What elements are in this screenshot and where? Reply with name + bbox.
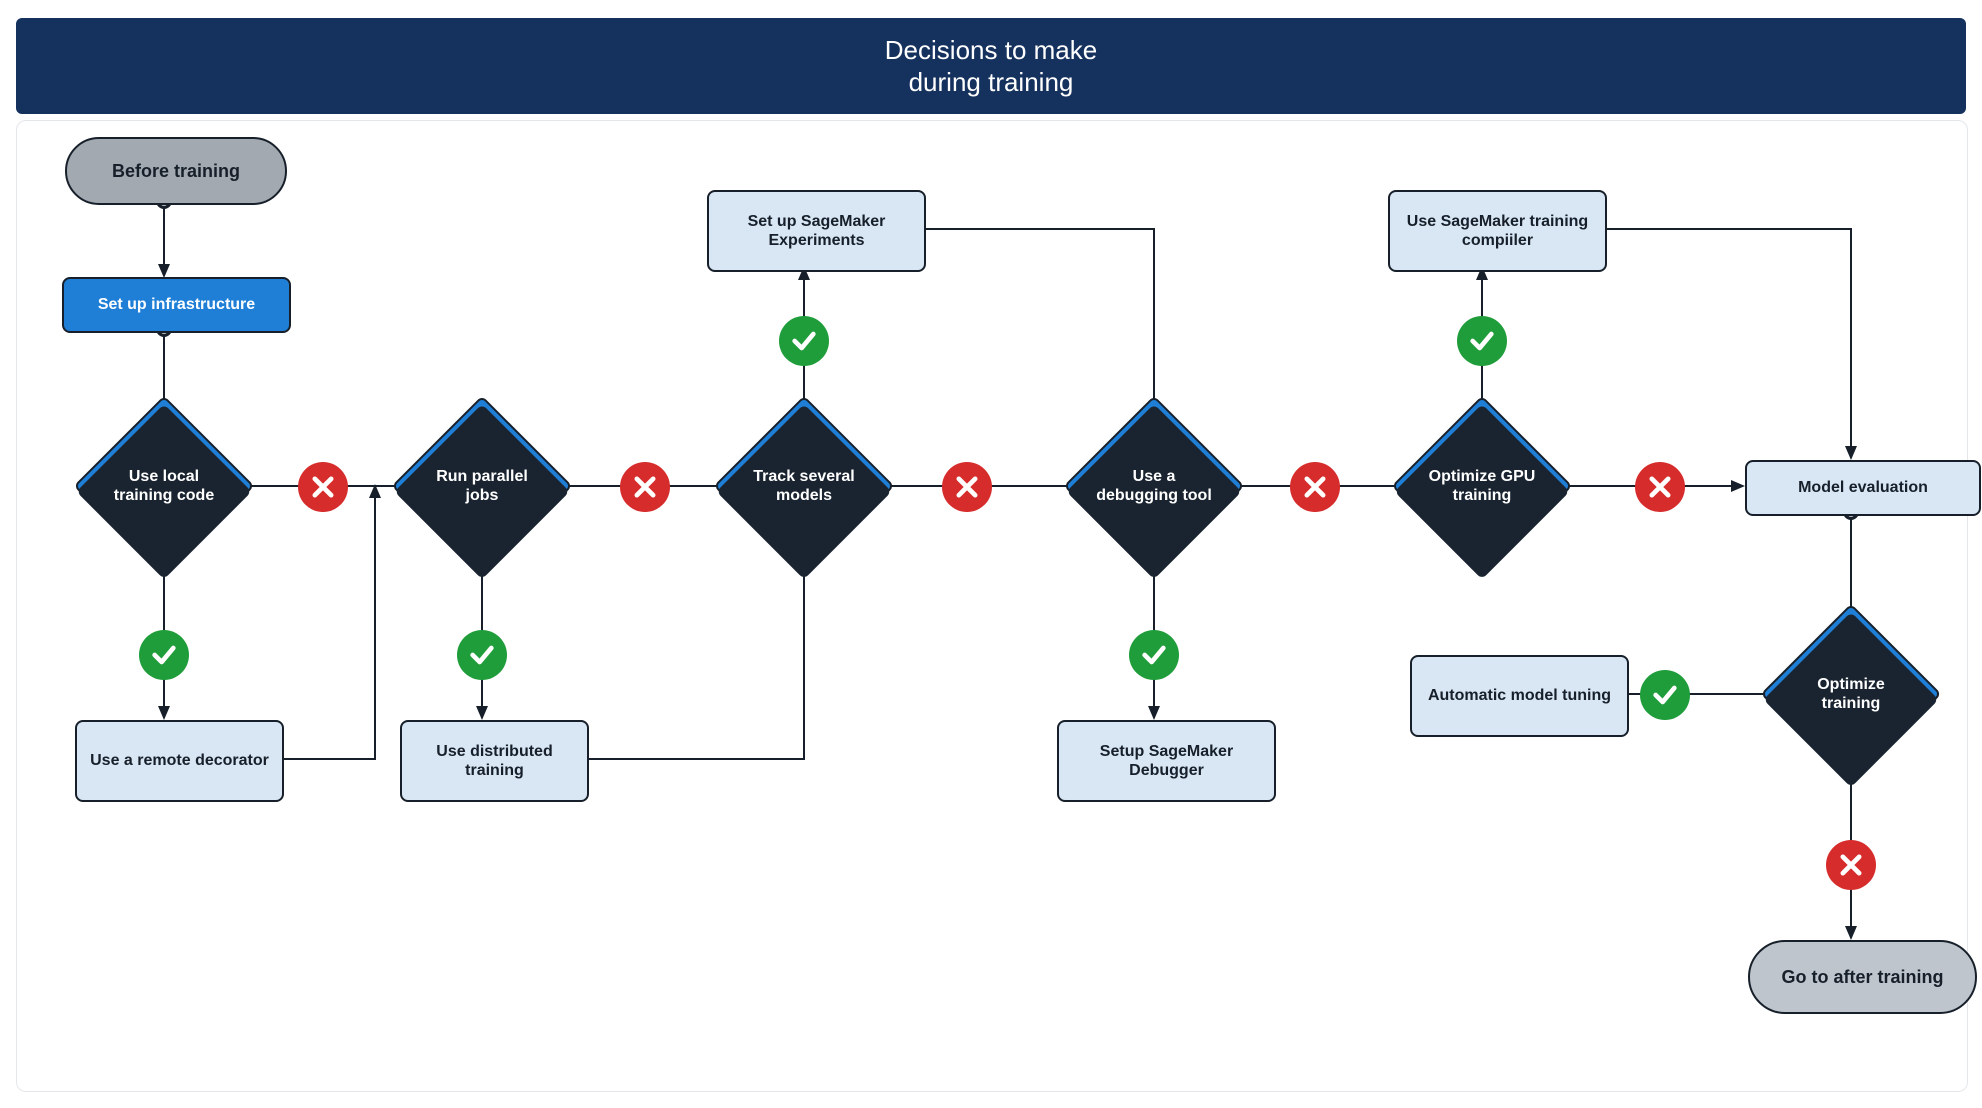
cross-icon (620, 462, 670, 512)
node-label: Optimize training (1787, 675, 1915, 713)
node-opt_training: Optimize training (1787, 630, 1915, 758)
check-icon (1129, 630, 1179, 680)
node-sm_compiler: Use SageMaker training compiiler (1388, 190, 1607, 272)
node-label: Automatic model tuning (1428, 686, 1611, 705)
node-label: Use a remote decorator (90, 751, 269, 770)
cross-icon (1635, 462, 1685, 512)
edge-layer (0, 0, 1982, 1108)
node-track_models: Track several models (740, 422, 868, 550)
node-model_eval: Model evaluation (1745, 460, 1981, 516)
edge-e8 (565, 552, 804, 759)
node-label: Set up infrastructure (98, 295, 255, 314)
node-setup_infra: Set up infrastructure (62, 277, 291, 333)
node-label: Use local training code (100, 467, 228, 505)
node-label: Use distributed training (412, 742, 577, 780)
node-auto_tuning: Automatic model tuning (1410, 655, 1629, 737)
cross-icon (298, 462, 348, 512)
node-label: Model evaluation (1798, 478, 1928, 497)
check-icon (139, 630, 189, 680)
node-sm_debugger: Setup SageMaker Debugger (1057, 720, 1276, 802)
node-remote_dec: Use a remote decorator (75, 720, 284, 802)
check-icon (1640, 670, 1690, 720)
check-icon (779, 316, 829, 366)
node-label: Use a debugging tool (1090, 467, 1218, 505)
node-label: Before training (112, 161, 240, 182)
node-opt_gpu: Optimize GPU training (1418, 422, 1546, 550)
edge-e11 (902, 229, 1154, 420)
node-run_parallel: Run parallel jobs (418, 422, 546, 550)
cross-icon (1826, 840, 1876, 890)
diagram-canvas: Decisions to make during training Before… (0, 0, 1982, 1108)
node-label: Set up SageMaker Experiments (719, 212, 914, 250)
edge-e16 (1583, 229, 1851, 458)
node-start: Before training (65, 137, 287, 205)
node-label: Setup SageMaker Debugger (1069, 742, 1264, 780)
edge-e5 (260, 486, 375, 759)
node-label: Optimize GPU training (1418, 467, 1546, 505)
check-icon (457, 630, 507, 680)
cross-icon (942, 462, 992, 512)
cross-icon (1290, 462, 1340, 512)
node-use_local: Use local training code (100, 422, 228, 550)
node-label: Track several models (740, 467, 868, 505)
node-label: Use SageMaker training compiiler (1400, 212, 1595, 250)
node-label: Run parallel jobs (418, 467, 546, 505)
node-use_debug: Use a debugging tool (1090, 422, 1218, 550)
check-icon (1457, 316, 1507, 366)
node-label: Go to after training (1782, 967, 1944, 988)
node-sm_experiments: Set up SageMaker Experiments (707, 190, 926, 272)
node-end: Go to after training (1748, 940, 1977, 1014)
node-use_dist: Use distributed training (400, 720, 589, 802)
